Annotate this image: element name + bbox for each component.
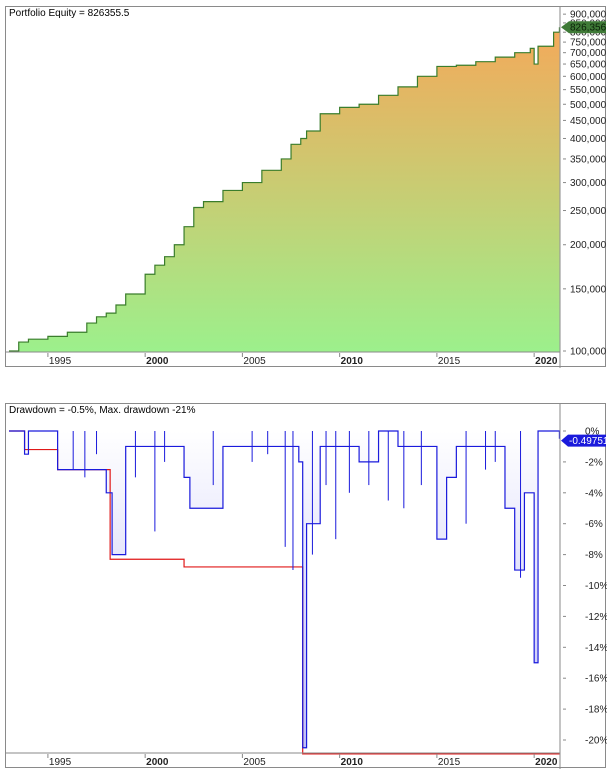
drawdown-value-badge: -0.49751 xyxy=(561,434,607,447)
equity-area-fill xyxy=(9,27,560,352)
y-tick-label: -20% xyxy=(585,736,607,747)
y-tick-label: 750,000 xyxy=(570,38,607,49)
y-tick-label: -18% xyxy=(585,705,607,716)
y-tick-label: 200,000 xyxy=(570,240,607,251)
x-tick-label: 1995 xyxy=(49,757,72,768)
max-drawdown-line xyxy=(9,430,560,755)
equity-value-label: 826,356 xyxy=(570,23,607,34)
x-tick-label: 2015 xyxy=(438,356,461,367)
x-tick-label: 2010 xyxy=(341,356,364,367)
equity-value-badge: 826,356 xyxy=(561,21,607,34)
x-tick-label: 2020 xyxy=(535,356,558,367)
x-tick-label: 2000 xyxy=(146,356,169,367)
y-tick-label: 100,000 xyxy=(570,347,607,358)
y-tick-label: 0% xyxy=(585,427,600,438)
drawdown-chart: 1995 2000 2005 2010 2015 2020 0% -2% -4% -6% -8% -1… xyxy=(6,404,607,769)
y-tick-label: 900,000 xyxy=(570,10,607,21)
x-tick-label: 2005 xyxy=(243,757,266,768)
drawdown-line xyxy=(9,430,561,749)
y-tick-label: 450,000 xyxy=(570,116,607,127)
y-tick-label: 650,000 xyxy=(570,60,607,71)
drawdown-chart-pane: Drawdown = -0.5%, Max. drawdown -21% 199… xyxy=(5,403,607,769)
y-tick-label: 500,000 xyxy=(570,100,607,111)
y-tick-label: 150,000 xyxy=(570,284,607,295)
equity-title: Portfolio Equity = 826355.5 xyxy=(9,8,130,19)
y-tick-label: 550,000 xyxy=(570,85,607,96)
y-tick-label: -10% xyxy=(585,581,607,592)
x-tick-label: 2005 xyxy=(243,356,266,367)
x-tick-label: 2020 xyxy=(535,757,558,768)
x-tick-label: 2010 xyxy=(341,757,364,768)
y-tick-label: 350,000 xyxy=(570,154,607,165)
drawdown-value-label: -0.49751 xyxy=(569,436,607,447)
y-tick-label: -4% xyxy=(585,488,603,499)
x-tick-label: 2015 xyxy=(438,757,461,768)
drawdown-area-fill xyxy=(9,431,560,748)
y-tick-label: -6% xyxy=(585,519,603,530)
equity-chart: 1995 2000 2005 2010 2015 2020 100,000 150,000 20… xyxy=(6,7,607,368)
y-tick-label: -12% xyxy=(585,612,607,623)
equity-line xyxy=(9,27,561,352)
y-tick-label: 400,000 xyxy=(570,134,607,145)
drawdown-title: Drawdown = -0.5%, Max. drawdown -21% xyxy=(9,405,196,416)
y-tick-label: 300,000 xyxy=(570,178,607,189)
y-tick-label: 600,000 xyxy=(570,72,607,83)
y-tick-label: 250,000 xyxy=(570,206,607,217)
equity-chart-pane: Portfolio Equity = 826355.5 1995 2000 2005… xyxy=(5,6,607,368)
y-tick-label: 700,000 xyxy=(570,48,607,59)
x-tick-label: 2000 xyxy=(146,757,169,768)
y-tick-label: -16% xyxy=(585,674,607,685)
y-tick-label: -2% xyxy=(585,457,603,468)
x-tick-label: 1995 xyxy=(49,356,72,367)
y-tick-label: -8% xyxy=(585,550,603,561)
y-tick-label: -14% xyxy=(585,643,607,654)
